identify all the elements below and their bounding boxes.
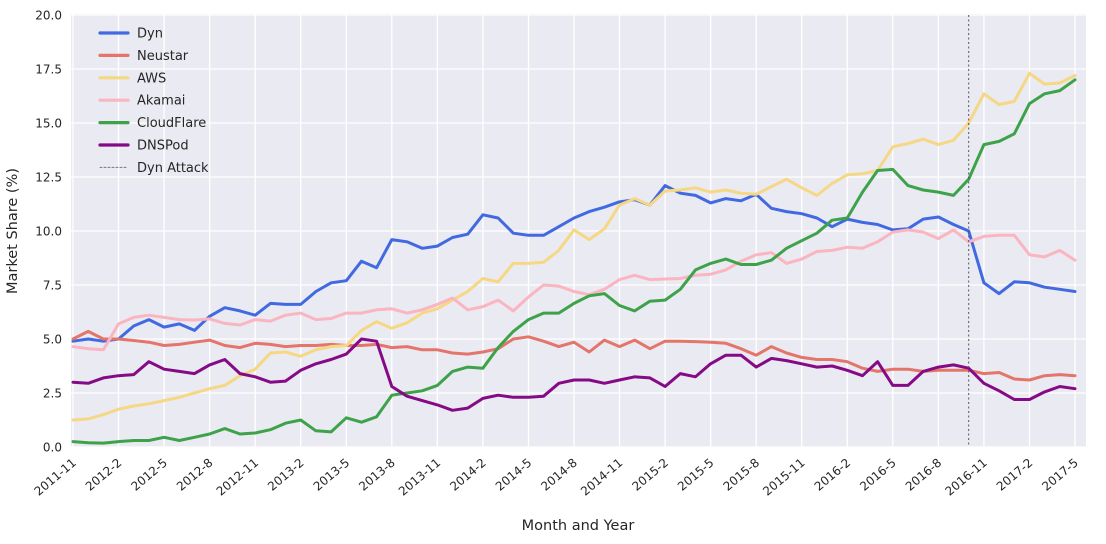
y-tick-label: 15.0 xyxy=(35,116,62,130)
legend-item-akamai: Akamai xyxy=(98,94,185,109)
x-tick-label: 2014-2 xyxy=(447,456,489,494)
legend-label-dnspod: DNSPod xyxy=(137,139,189,154)
legend-label-aws: AWS xyxy=(137,71,166,86)
x-tick-label: 2013-2 xyxy=(265,456,307,494)
legend-item-dyn-attack: Dyn Attack xyxy=(99,161,209,176)
legend-label-cloudflare: CloudFlare xyxy=(137,116,206,131)
x-tick-label: 2015-5 xyxy=(675,456,717,494)
legend-label-neustar: Neustar xyxy=(137,49,189,64)
y-tick-label: 5.0 xyxy=(43,332,62,346)
x-tick-label: 2014-11 xyxy=(578,456,625,499)
series-line-cloudflare xyxy=(71,78,1077,445)
series-line-akamai xyxy=(71,228,1077,352)
x-tick-label: 2016-2 xyxy=(812,456,854,494)
x-tick-label: 2013-11 xyxy=(396,456,443,499)
y-tick-label: 7.5 xyxy=(43,278,62,292)
x-tick-label: 2012-8 xyxy=(174,456,216,494)
legend-item-dyn: Dyn xyxy=(98,27,163,42)
x-tick-label: 2012-11 xyxy=(214,456,261,499)
x-tick-label: 2016-11 xyxy=(942,456,989,499)
legend-label-dyn-attack: Dyn Attack xyxy=(137,161,209,176)
y-tick-label: 17.5 xyxy=(35,62,62,76)
legend-item-cloudflare: CloudFlare xyxy=(98,116,206,131)
series-lines xyxy=(71,71,1077,445)
legend-item-aws: AWS xyxy=(98,71,166,86)
y-tick-label: 2.5 xyxy=(43,386,62,400)
legend: Dyn Neustar AWS Akamai CloudFlare DNSPod Dyn A… xyxy=(98,27,209,176)
x-axis-title: Month and Year xyxy=(522,518,635,534)
y-axis-tick-labels: 0.0 2.5 5.0 7.5 10.0 12.5 15.0 17.5 20.0 xyxy=(35,8,62,454)
series-line-dnspod xyxy=(71,337,1077,412)
x-tick-label: 2015-11 xyxy=(760,456,807,499)
x-tick-label: 2016-5 xyxy=(857,456,899,494)
x-tick-label: 2016-8 xyxy=(903,456,945,494)
y-tick-label: 0.0 xyxy=(43,440,62,454)
series-line-aws xyxy=(71,71,1077,422)
series-line-neustar xyxy=(71,329,1077,382)
legend-label-dyn: Dyn xyxy=(137,27,163,42)
legend-item-neustar: Neustar xyxy=(98,49,189,64)
x-tick-label: 2012-2 xyxy=(83,456,125,494)
x-tick-label: 2013-5 xyxy=(311,456,353,494)
y-tick-label: 12.5 xyxy=(35,170,62,184)
y-axis-title: Market Share (%) xyxy=(5,168,21,294)
x-tick-label: 2017-2 xyxy=(994,456,1036,494)
y-tick-label: 20.0 xyxy=(35,8,62,22)
x-tick-label: 2015-2 xyxy=(629,456,671,494)
x-tick-label: 2013-8 xyxy=(356,456,398,494)
y-tick-label: 10.0 xyxy=(35,224,62,238)
x-tick-label: 2014-5 xyxy=(493,456,535,494)
x-tick-label: 2011-11 xyxy=(32,456,79,499)
x-tick-label: 2015-8 xyxy=(721,456,763,494)
legend-item-dnspod: DNSPod xyxy=(98,139,189,154)
x-tick-label: 2014-8 xyxy=(538,456,580,494)
x-tick-label: 2017-5 xyxy=(1039,456,1081,494)
x-tick-label: 2012-5 xyxy=(128,456,170,494)
legend-label-akamai: Akamai xyxy=(137,94,185,109)
